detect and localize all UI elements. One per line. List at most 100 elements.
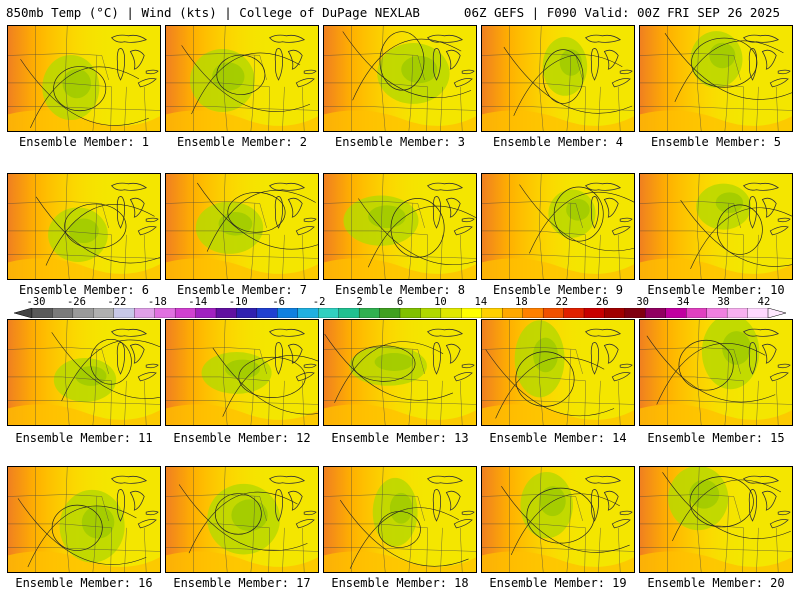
colorbar-swatch bbox=[420, 308, 442, 318]
colorbar-swatch bbox=[31, 308, 53, 318]
colorbar-swatch bbox=[338, 308, 360, 318]
ensemble-member-label: Ensemble Member: 17 bbox=[173, 576, 311, 590]
ensemble-map-panel bbox=[481, 25, 635, 132]
ensemble-member-label: Ensemble Member: 8 bbox=[334, 283, 466, 297]
ensemble-map-panel bbox=[639, 319, 793, 426]
colorbar-tick-label: -26 bbox=[66, 296, 86, 308]
temperature-map bbox=[166, 467, 318, 572]
colorbar-tick-label: 26 bbox=[595, 296, 609, 308]
ensemble-member-label: Ensemble Member: 18 bbox=[331, 576, 469, 590]
temperature-colorbar bbox=[14, 308, 786, 318]
map-title: 850mb Temp (°C) | Wind (kts) | College o… bbox=[6, 5, 420, 20]
colorbar-labels: -30 -26 -22 -18 -14 -10 -6 -2 2 6 10 14 18 22 26 30 34 38… bbox=[0, 296, 800, 308]
temperature-map bbox=[640, 320, 792, 425]
colorbar-swatch bbox=[563, 308, 585, 318]
colorbar-swatch bbox=[440, 308, 462, 318]
ensemble-map-panel bbox=[639, 173, 793, 280]
colorbar-tick-label: -22 bbox=[107, 296, 127, 308]
temperature-map bbox=[8, 26, 160, 131]
colorbar-swatch bbox=[174, 308, 197, 318]
ensemble-map-panel bbox=[323, 466, 477, 573]
ensemble-map-panel bbox=[639, 25, 793, 132]
ensemble-map-panel bbox=[165, 466, 319, 573]
ensemble-member-label: Ensemble Member: 15 bbox=[647, 431, 785, 445]
colorbar-swatch bbox=[297, 308, 319, 318]
colorbar-swatch bbox=[379, 308, 401, 318]
ensemble-map-panel bbox=[323, 25, 477, 132]
colorbar-tick-label: -2 bbox=[312, 296, 326, 308]
colorbar-swatch bbox=[686, 308, 708, 318]
colorbar-swatch bbox=[52, 308, 74, 318]
colorbar-swatch bbox=[583, 308, 605, 318]
ensemble-member-label: Ensemble Member: 20 bbox=[647, 576, 785, 590]
colorbar-swatch bbox=[461, 308, 483, 318]
model-run-info: 06Z GEFS | F090 Valid: 00Z FRI SEP 26 20… bbox=[463, 5, 780, 20]
temperature-map bbox=[482, 467, 634, 572]
ensemble-map-panel bbox=[7, 25, 161, 132]
colorbar-tick-label: 38 bbox=[717, 296, 730, 308]
colorbar-tick-label: -18 bbox=[147, 296, 167, 308]
temperature-map bbox=[482, 320, 634, 425]
colorbar-swatch bbox=[256, 308, 278, 318]
colorbar-swatch bbox=[113, 308, 135, 318]
colorbar-swatch bbox=[624, 308, 646, 318]
colorbar-tick-label: 14 bbox=[474, 296, 488, 308]
colorbar-tick-label: 22 bbox=[555, 296, 569, 308]
temperature-map bbox=[166, 320, 318, 425]
ensemble-member-label: Ensemble Member: 6 bbox=[18, 283, 150, 297]
ensemble-member-label: Ensemble Member: 9 bbox=[492, 283, 624, 297]
temperature-map bbox=[8, 320, 160, 425]
colorbar-swatch bbox=[358, 308, 381, 318]
ensemble-member-label: Ensemble Member: 4 bbox=[492, 135, 624, 149]
temperature-map bbox=[482, 26, 634, 131]
ensemble-member-label: Ensemble Member: 12 bbox=[173, 431, 311, 445]
colorbar-swatch bbox=[72, 308, 94, 318]
colorbar-swatch bbox=[134, 308, 156, 318]
ensemble-map-panel bbox=[481, 319, 635, 426]
colorbar-swatch bbox=[195, 308, 217, 318]
ensemble-map-panel bbox=[481, 466, 635, 573]
colorbar-tick-label: -6 bbox=[272, 296, 285, 308]
colorbar-swatch bbox=[502, 308, 524, 318]
temperature-map bbox=[482, 174, 634, 279]
colorbar-swatch bbox=[236, 308, 258, 318]
colorbar-tick-label: 30 bbox=[636, 296, 649, 308]
temperature-map bbox=[324, 320, 476, 425]
temperature-map bbox=[640, 174, 792, 279]
colorbar-swatch bbox=[215, 308, 237, 318]
colorbar-tick-label: -14 bbox=[188, 296, 208, 308]
ensemble-map-panel bbox=[7, 319, 161, 426]
colorbar-swatch bbox=[645, 308, 667, 318]
colorbar-tick-label: 6 bbox=[396, 296, 404, 308]
temperature-map bbox=[8, 467, 160, 572]
ensemble-member-label: Ensemble Member: 1 bbox=[18, 135, 150, 149]
temperature-map bbox=[324, 26, 476, 131]
ensemble-map-panel bbox=[7, 173, 161, 280]
temperature-map bbox=[166, 174, 318, 279]
colorbar-swatch bbox=[604, 308, 626, 318]
colorbar-low-arrow bbox=[14, 308, 33, 318]
colorbar-high-arrow bbox=[767, 308, 786, 318]
ensemble-member-label: Ensemble Member: 19 bbox=[489, 576, 627, 590]
colorbar-swatch bbox=[154, 308, 176, 318]
temperature-map bbox=[324, 174, 476, 279]
ensemble-member-label: Ensemble Member: 5 bbox=[650, 135, 782, 149]
colorbar-tick-label: 2 bbox=[356, 296, 363, 308]
ensemble-map-panel bbox=[639, 466, 793, 573]
colorbar-tick-label: -10 bbox=[228, 296, 248, 308]
ensemble-member-label: Ensemble Member: 10 bbox=[647, 283, 785, 297]
colorbar-tick-label: 18 bbox=[515, 296, 528, 308]
colorbar-swatch bbox=[542, 308, 565, 318]
ensemble-member-label: Ensemble Member: 3 bbox=[334, 135, 466, 149]
ensemble-map-panel bbox=[323, 319, 477, 426]
temperature-map bbox=[640, 467, 792, 572]
colorbar-swatch bbox=[277, 308, 299, 318]
temperature-map bbox=[8, 174, 160, 279]
ensemble-map-panel bbox=[165, 173, 319, 280]
ensemble-member-label: Ensemble Member: 2 bbox=[176, 135, 308, 149]
temperature-map bbox=[640, 26, 792, 131]
colorbar-swatch bbox=[481, 308, 503, 318]
ensemble-member-label: Ensemble Member: 16 bbox=[15, 576, 153, 590]
colorbar-tick-label: 10 bbox=[434, 296, 447, 308]
ensemble-member-label: Ensemble Member: 13 bbox=[331, 431, 469, 445]
